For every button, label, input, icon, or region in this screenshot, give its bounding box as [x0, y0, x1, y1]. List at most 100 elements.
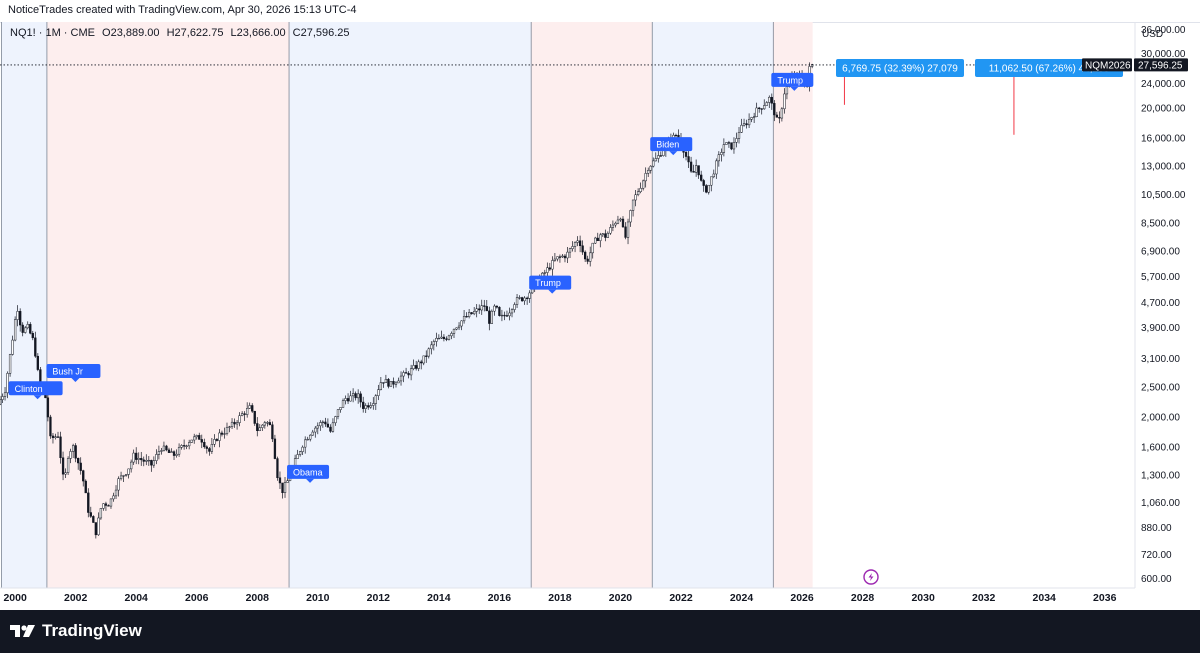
candle-body-174 — [437, 337, 441, 340]
candle-body-148 — [372, 403, 375, 406]
term-band-2 — [289, 22, 532, 588]
symbol-label[interactable]: NQ1! · 1M · CME — [10, 27, 95, 39]
candle-body-133 — [334, 416, 337, 424]
candle-body-39 — [97, 517, 100, 536]
candle-body-138 — [346, 398, 350, 402]
candle-body-277 — [697, 165, 700, 176]
candle-body-57 — [142, 459, 145, 462]
measure-text-1: 11,062.50 (67.26%) 44,250 — [989, 64, 1110, 75]
candle-body-220 — [553, 258, 557, 261]
ohlc-legend: NQ1! · 1M · CME O23,889.00 H27,622.75 L2… — [10, 27, 354, 39]
candle-body-177 — [445, 338, 448, 340]
president-label-pointer-3 — [548, 289, 557, 294]
candle-body-307 — [773, 103, 776, 116]
candle-body-188 — [473, 311, 476, 315]
candle-body-94 — [235, 422, 239, 425]
term-bands — [1, 22, 813, 588]
y-tick-19: 720.00 — [1141, 550, 1172, 561]
candle-body-268 — [674, 134, 678, 137]
president-label-text-2: Obama — [293, 467, 323, 477]
candle-body-106 — [266, 422, 269, 424]
candle-body-312 — [785, 86, 789, 95]
candle-body-238 — [599, 234, 602, 242]
president-label-text-5: Trump — [777, 75, 803, 85]
term-band-0 — [1, 22, 47, 588]
candle-body-131 — [329, 426, 332, 432]
candle-body-84 — [210, 444, 214, 452]
y-tick-12: 3,100.00 — [1141, 354, 1180, 365]
president-label-bg-0 — [8, 381, 63, 396]
candle-body-8 — [19, 311, 22, 326]
candle-body-190 — [478, 308, 481, 311]
candle-body-304 — [765, 102, 768, 106]
candle-body-224 — [563, 255, 567, 259]
candle-body-68 — [170, 451, 173, 453]
candle-body-170 — [427, 348, 430, 357]
candle-body-263 — [662, 150, 665, 157]
x-tick-6: 2012 — [367, 592, 391, 604]
candle-body-111 — [278, 477, 282, 484]
candle-body-226 — [568, 248, 572, 253]
president-label-text-1: Bush Jr — [52, 367, 83, 377]
candle-body-114 — [286, 480, 289, 483]
candle-body-202 — [508, 312, 511, 317]
candle-body-87 — [218, 432, 221, 441]
candle-body-240 — [604, 233, 607, 238]
candle-body-95 — [238, 415, 241, 423]
candle-body-19 — [46, 397, 50, 418]
candle-body-105 — [263, 422, 266, 426]
tradingview-logo[interactable]: TradingView — [10, 620, 142, 642]
president-label-bg-5 — [771, 72, 814, 87]
y-tick-13: 2,500.00 — [1141, 383, 1180, 394]
president-label-bg-2 — [287, 464, 330, 479]
candle-body-164 — [412, 365, 415, 369]
x-tick-10: 2020 — [609, 592, 633, 604]
candle-body-244 — [614, 222, 617, 226]
y-tick-7: 8,500.00 — [1141, 218, 1180, 229]
price-chart[interactable]: Clinton Bush Jr Obama Trump Biden Trump 6,769… — [0, 0, 1200, 610]
candle-body-150 — [377, 389, 380, 396]
candle-body-163 — [409, 368, 413, 376]
candle-body-191 — [480, 305, 483, 311]
x-tick-0: 2000 — [3, 592, 27, 604]
candle-body-176 — [442, 336, 446, 340]
candle-body-79 — [198, 435, 201, 440]
candle-body-139 — [349, 395, 352, 402]
candle-body-159 — [399, 375, 403, 382]
candle-body-23 — [56, 436, 60, 438]
candle-body-284 — [715, 160, 718, 175]
president-label-text-4: Biden — [656, 140, 679, 150]
candle-body-231 — [581, 245, 584, 253]
candle-body-308 — [775, 114, 778, 118]
president-label-text-0: Clinton — [15, 384, 43, 394]
candle-body-245 — [616, 219, 620, 224]
candle-body-34 — [84, 480, 87, 494]
candle-body-81 — [203, 442, 206, 448]
president-label-bg-4 — [650, 137, 693, 152]
candle-body-223 — [561, 255, 564, 258]
candle-body-76 — [190, 439, 193, 443]
y-tick-1: 30,000.00 — [1141, 49, 1186, 60]
y-tick-8: 6,900.00 — [1141, 246, 1180, 257]
candle-body-217 — [546, 267, 549, 273]
candle-body-38 — [94, 522, 97, 536]
candle-body-154 — [387, 378, 390, 387]
candle-body-127 — [319, 422, 322, 427]
candle-body-199 — [500, 314, 504, 317]
candle-body-218 — [548, 267, 551, 270]
candle-body-64 — [160, 450, 163, 452]
candle-body-89 — [223, 433, 226, 435]
candle-body-175 — [440, 336, 443, 339]
y-tick-18: 880.00 — [1141, 523, 1172, 534]
candle-body-181 — [455, 327, 458, 330]
candle-body-32 — [79, 462, 82, 471]
candle-body-99 — [248, 405, 251, 409]
candle-body-301 — [758, 107, 761, 109]
y-tick-10: 4,700.00 — [1141, 298, 1180, 309]
candle-body-261 — [657, 155, 660, 159]
candle-body-246 — [619, 218, 622, 221]
candle-body-47 — [117, 478, 120, 491]
candle-body-299 — [752, 116, 756, 118]
candle-body-171 — [430, 344, 433, 350]
candle-body-96 — [240, 413, 244, 416]
